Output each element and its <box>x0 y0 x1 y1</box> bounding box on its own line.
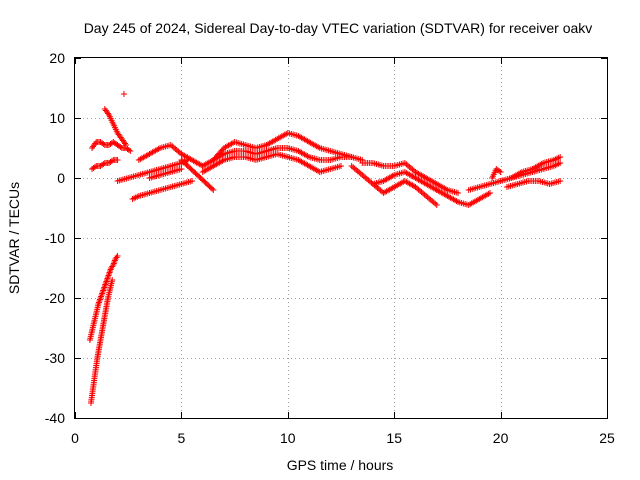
series-late-arc-upper <box>508 154 564 181</box>
series-mid-arc-2 <box>129 178 196 202</box>
series-upper-arc <box>89 139 134 154</box>
x-tick-label: 15 <box>386 430 402 446</box>
y-axis-label: SDTVAR / TECUs <box>6 182 22 294</box>
data-point <box>120 91 127 97</box>
gridlines <box>75 58 607 418</box>
data-point <box>497 169 504 175</box>
series-descending-arc <box>101 106 130 148</box>
y-tick-label: 0 <box>57 170 65 186</box>
data-point <box>110 260 117 267</box>
data-point <box>557 160 564 166</box>
x-tick-label: 25 <box>599 430 615 446</box>
data-point <box>111 257 118 264</box>
data-point <box>210 187 217 193</box>
data-point <box>100 287 107 294</box>
data-point <box>557 154 564 160</box>
data-point <box>557 178 564 184</box>
y-tick-label: -30 <box>45 350 65 366</box>
data-point <box>105 272 112 279</box>
data-point <box>102 280 109 286</box>
data-point <box>189 178 196 184</box>
data-point <box>100 141 107 147</box>
data-point <box>104 274 111 280</box>
data-point <box>117 144 124 150</box>
y-tick-label: -40 <box>45 410 65 426</box>
x-tick-labels: 0 5 10 15 20 25 <box>71 430 615 446</box>
data-point <box>98 292 105 298</box>
x-tick-label: 0 <box>71 430 79 446</box>
data-point <box>100 161 107 167</box>
data-point <box>97 295 104 301</box>
series-mid-arc-4 <box>146 166 185 181</box>
series-isolated-point <box>120 91 127 97</box>
data-point <box>108 158 115 164</box>
y-tick-labels: -40 -30 -20 -10 0 10 20 <box>45 50 65 426</box>
data-points <box>86 91 564 406</box>
data-point <box>178 166 185 172</box>
data-point <box>496 168 503 174</box>
y-tick-label: 10 <box>49 110 65 126</box>
series-noon-band-middle <box>199 145 366 169</box>
data-point <box>99 289 106 295</box>
y-tick-label: -20 <box>45 290 65 306</box>
axis-ticks <box>74 57 608 419</box>
data-point <box>209 185 216 192</box>
data-point <box>91 164 98 170</box>
series-steep-arc-B <box>87 277 116 406</box>
x-tick-label: 5 <box>178 430 186 446</box>
series-late-arc-lower <box>503 178 564 190</box>
data-point <box>338 163 344 169</box>
series-noon-band-upper <box>210 130 355 163</box>
data-point <box>127 148 134 154</box>
data-point <box>433 202 440 208</box>
y-tick-label: 20 <box>49 50 65 66</box>
data-point <box>114 253 121 259</box>
series-noon-band-lower <box>199 151 344 175</box>
data-point <box>114 157 121 163</box>
data-point <box>95 299 102 306</box>
x-axis-label: GPS time / hours <box>287 457 394 473</box>
data-point <box>101 284 108 291</box>
data-point <box>106 269 113 276</box>
chart-title: Day 245 of 2024, Sidereal Day-to-day VTE… <box>84 20 593 36</box>
data-point <box>123 142 130 148</box>
series-mid-arc-3 <box>135 142 206 169</box>
data-point <box>102 281 109 288</box>
x-tick-label: 10 <box>280 430 296 446</box>
data-point <box>455 190 462 196</box>
data-point <box>104 275 111 282</box>
data-point <box>100 286 107 292</box>
data-point <box>486 190 493 196</box>
y-tick-label: -10 <box>45 230 65 246</box>
series-evening-spike <box>489 166 504 181</box>
data-point <box>99 290 106 297</box>
data-point <box>125 147 132 153</box>
series-mid-arc-1 <box>114 157 191 184</box>
data-point <box>97 296 104 303</box>
series-afternoon-arc-B <box>359 160 462 196</box>
data-point <box>107 266 114 273</box>
data-point <box>96 298 103 304</box>
series-lower-arc <box>89 157 121 172</box>
x-tick-label: 20 <box>493 430 509 446</box>
data-point <box>106 271 113 277</box>
series-afternoon-arc-A <box>348 163 440 208</box>
series-afternoon-arc-C <box>369 169 440 193</box>
series-cluster-5-6h <box>178 157 217 193</box>
series-evening-trough <box>433 187 493 208</box>
series-steep-arc-A <box>86 253 121 343</box>
series-evening-rise <box>465 160 564 193</box>
data-point <box>109 277 116 283</box>
data-point <box>101 283 108 289</box>
